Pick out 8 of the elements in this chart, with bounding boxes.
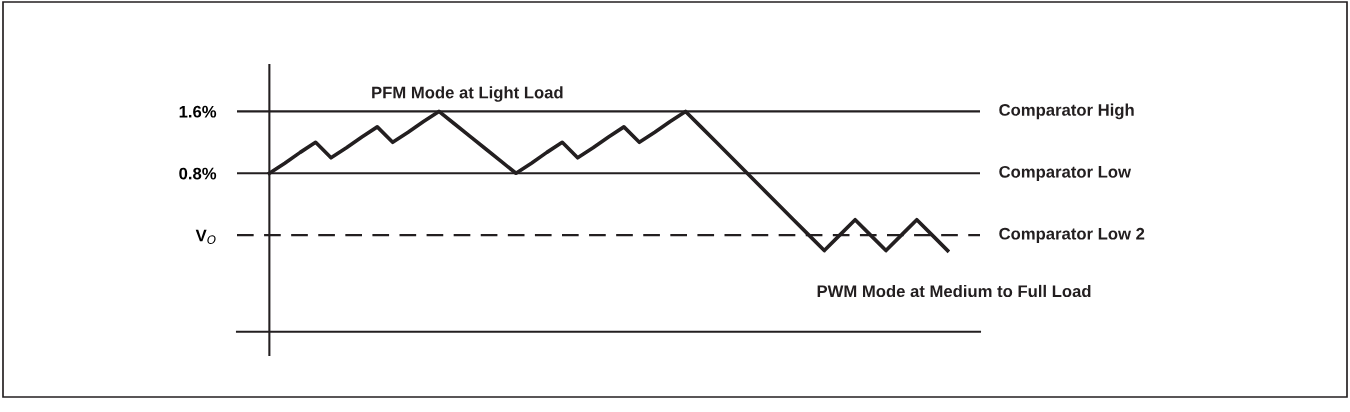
annotation: PFM Mode at Light Load	[372, 86, 563, 102]
ref-line-label: Comparator Low	[999, 165, 1132, 182]
annotation: PWM Mode at Medium to Full Load	[817, 284, 1091, 298]
ref-line-label: Comparator Low 2	[999, 227, 1145, 243]
y-tick-label: 0.8%	[179, 167, 217, 180]
y-tick-label: 1.6%	[179, 105, 217, 118]
y-tick-label: V$_{O}$	[195, 229, 216, 245]
ref-line-label: Comparator High	[999, 103, 1134, 120]
